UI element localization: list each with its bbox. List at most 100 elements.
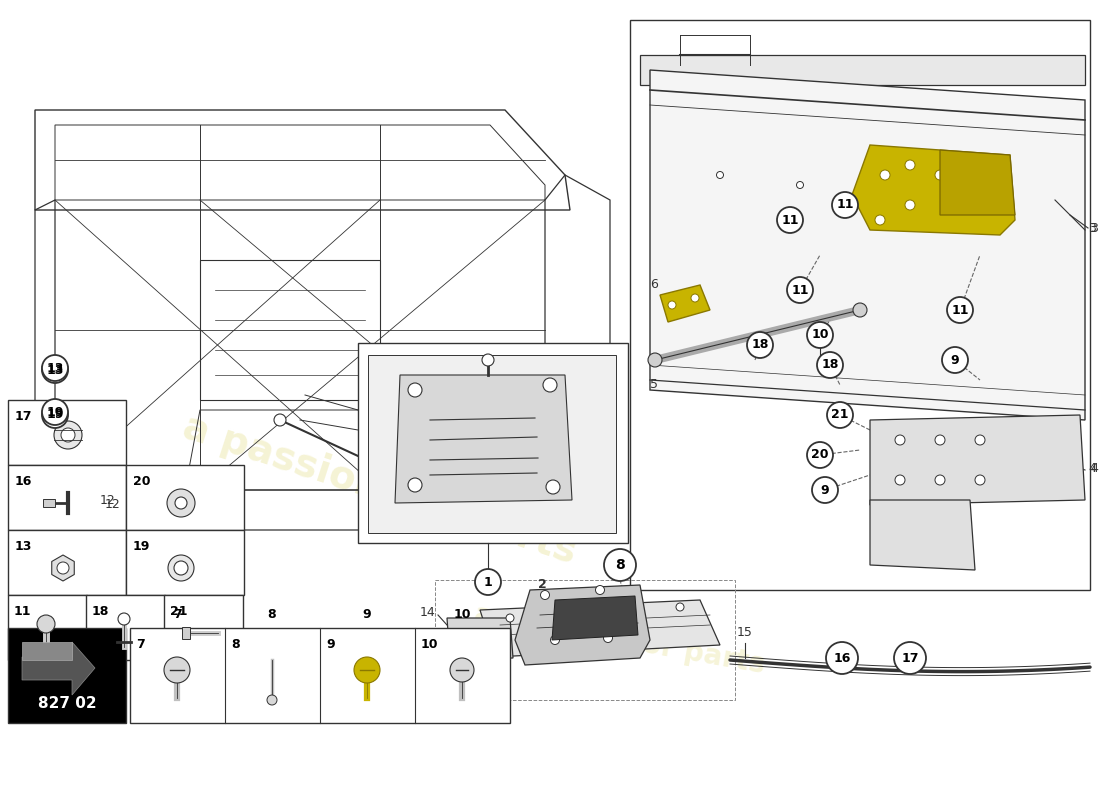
Polygon shape	[22, 642, 95, 695]
Polygon shape	[52, 555, 75, 581]
Circle shape	[935, 170, 945, 180]
Text: 13: 13	[46, 363, 64, 377]
Circle shape	[550, 635, 560, 645]
Text: 21: 21	[832, 409, 849, 422]
Circle shape	[716, 171, 724, 178]
Text: 12: 12	[100, 494, 116, 506]
Circle shape	[616, 606, 624, 614]
Circle shape	[506, 614, 514, 622]
Circle shape	[556, 608, 564, 616]
Text: 1: 1	[484, 575, 493, 589]
Bar	[8, 595, 87, 660]
Circle shape	[895, 475, 905, 485]
Circle shape	[905, 160, 915, 170]
Bar	[368, 355, 616, 533]
Text: 8: 8	[615, 558, 625, 572]
Bar	[43, 499, 55, 507]
Polygon shape	[552, 596, 638, 640]
Text: a passion for parts: a passion for parts	[178, 408, 582, 572]
Bar	[8, 400, 126, 465]
Text: 9: 9	[363, 609, 372, 622]
Circle shape	[459, 632, 471, 644]
Circle shape	[267, 695, 277, 705]
Circle shape	[691, 294, 698, 302]
Circle shape	[274, 414, 286, 426]
Circle shape	[43, 475, 53, 485]
Circle shape	[404, 474, 416, 486]
Circle shape	[408, 383, 422, 397]
Text: 21: 21	[170, 605, 187, 618]
Text: a passion for parts: a passion for parts	[472, 601, 768, 679]
Circle shape	[812, 477, 838, 503]
Text: 19: 19	[133, 540, 151, 553]
Circle shape	[168, 555, 194, 581]
Text: 18: 18	[92, 605, 109, 618]
Circle shape	[817, 352, 843, 378]
Circle shape	[174, 561, 188, 575]
Text: 3: 3	[1090, 222, 1098, 234]
Text: 8: 8	[231, 638, 240, 651]
Text: 20: 20	[133, 475, 151, 488]
Circle shape	[975, 475, 984, 485]
Circle shape	[42, 402, 68, 428]
Circle shape	[935, 475, 945, 485]
Bar	[126, 530, 244, 595]
Polygon shape	[940, 150, 1015, 215]
Text: 2: 2	[538, 578, 547, 591]
Text: 10: 10	[453, 609, 471, 622]
Circle shape	[676, 603, 684, 611]
Text: 11: 11	[14, 605, 32, 618]
Bar	[164, 595, 243, 660]
Bar	[126, 465, 244, 530]
Bar	[22, 642, 72, 660]
Circle shape	[648, 353, 662, 367]
Circle shape	[543, 378, 557, 392]
Circle shape	[408, 478, 422, 492]
Circle shape	[118, 613, 130, 625]
Circle shape	[354, 657, 379, 683]
Polygon shape	[446, 658, 510, 690]
Bar	[86, 595, 165, 660]
Circle shape	[827, 402, 853, 428]
Circle shape	[57, 562, 69, 574]
Bar	[630, 20, 1090, 590]
Circle shape	[895, 435, 905, 445]
Circle shape	[167, 489, 195, 517]
Text: 5: 5	[650, 378, 658, 391]
Text: 13: 13	[46, 362, 64, 374]
Text: 9: 9	[821, 483, 829, 497]
Text: 17: 17	[901, 651, 918, 665]
Circle shape	[807, 442, 833, 468]
Polygon shape	[870, 500, 975, 570]
Circle shape	[880, 170, 890, 180]
Circle shape	[540, 590, 550, 599]
Circle shape	[175, 497, 187, 509]
Circle shape	[894, 642, 926, 674]
Text: 10: 10	[812, 329, 828, 342]
Circle shape	[60, 428, 75, 442]
Polygon shape	[660, 285, 710, 322]
Bar	[182, 627, 190, 639]
Text: 10: 10	[421, 638, 439, 651]
Circle shape	[975, 435, 984, 445]
Text: 7: 7	[173, 609, 182, 622]
Circle shape	[947, 297, 974, 323]
Text: 19: 19	[46, 409, 64, 422]
Bar	[130, 628, 510, 723]
Text: 3: 3	[1088, 222, 1096, 234]
Text: 12: 12	[104, 498, 121, 511]
Polygon shape	[870, 415, 1085, 505]
Polygon shape	[447, 618, 513, 660]
Text: 4: 4	[1088, 462, 1096, 474]
Text: 11: 11	[952, 303, 969, 317]
Text: 11: 11	[781, 214, 799, 226]
Bar	[434, 580, 735, 700]
Circle shape	[877, 197, 883, 203]
Text: 7: 7	[136, 638, 145, 651]
Polygon shape	[395, 375, 572, 503]
Text: 19: 19	[46, 406, 64, 418]
Text: 8: 8	[267, 609, 276, 622]
Bar	[8, 628, 126, 723]
Text: 9: 9	[326, 638, 334, 651]
Circle shape	[960, 185, 970, 195]
